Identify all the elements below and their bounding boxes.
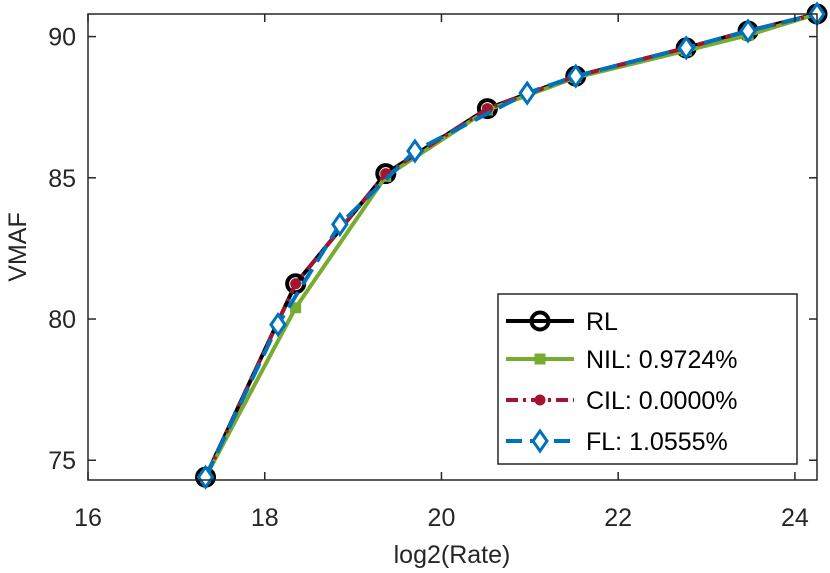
x-tick-label: 16 — [74, 504, 102, 532]
legend-entries: RL NIL: 0.9724% CIL: 0.0000% FL: 1.0555% — [506, 308, 738, 456]
legend-entry-fl: FL: 1.0555% — [506, 428, 728, 456]
plot-frame — [87, 13, 818, 481]
legend-label: RL — [586, 308, 618, 336]
y-tick-label: 75 — [48, 447, 76, 475]
legend-marker — [529, 310, 551, 332]
y-tick-label: 85 — [48, 165, 76, 193]
legend-label: FL: 1.0555% — [586, 428, 728, 456]
data-point-fl — [196, 464, 215, 490]
legend-marker — [534, 394, 546, 406]
data-point-fl — [331, 211, 349, 238]
data-point-fl — [269, 312, 287, 338]
tick-layer: 16 18 20 22 24 75 80 85 90 — [48, 14, 817, 532]
x-axis-label: log2(Rate) — [394, 541, 511, 569]
x-tick-label: 22 — [604, 504, 632, 532]
y-tick-label: 80 — [48, 306, 76, 334]
data-point-cil — [290, 278, 302, 290]
legend-entry-nil: NIL: 0.9724% — [506, 346, 738, 374]
legend-marker — [534, 353, 546, 365]
y-axis-label: VMAF — [4, 212, 32, 281]
data-point-fl — [739, 18, 757, 44]
legend-label: CIL: 0.0000% — [586, 387, 738, 415]
data-point-fl — [677, 35, 696, 61]
data-point-fl — [566, 63, 585, 89]
legend-entry-cil: CIL: 0.0000% — [506, 387, 738, 415]
data-point-fl — [518, 80, 536, 106]
x-tick-label: 18 — [251, 504, 279, 532]
x-tick-label: 24 — [781, 504, 809, 532]
legend-marker — [531, 428, 549, 454]
legend: RL NIL: 0.9724% CIL: 0.0000% FL: 1.0555% — [497, 293, 798, 465]
series-fl — [196, 1, 826, 490]
data-point-fl — [406, 138, 424, 164]
legend-label: NIL: 0.9724% — [586, 346, 738, 374]
y-tick-label: 90 — [48, 24, 76, 52]
series-layer — [195, 1, 828, 490]
x-tick-label: 20 — [428, 504, 456, 532]
legend-entry-rl: RL — [506, 308, 618, 336]
